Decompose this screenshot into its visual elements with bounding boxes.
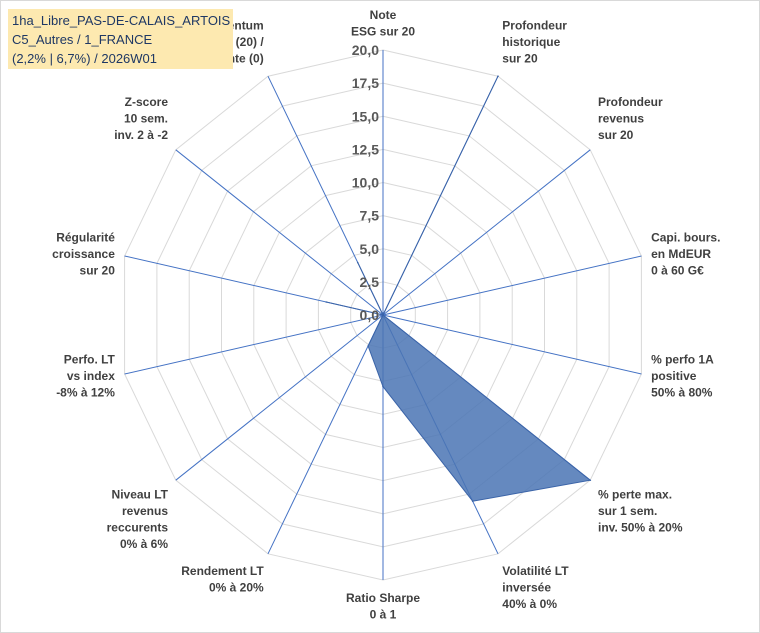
category-label-line: inv. 2 à -2: [114, 128, 168, 142]
spoke-line: [175, 149, 384, 316]
category-label-line: 0% à 6%: [120, 537, 168, 551]
tick-label: 10,0: [352, 175, 379, 191]
category-label-line: sur 20: [80, 263, 116, 277]
spoke-line: [382, 255, 642, 316]
tick-label: 5,0: [360, 241, 380, 257]
category-label: % perte max. sur 1 sem. inv. 50% à 20%: [598, 488, 683, 535]
category-label: Régularité croissance sur 20: [52, 230, 115, 277]
series-area: [326, 75, 592, 502]
tick-label: 20,0: [352, 42, 379, 58]
title-line-3: (2,2% | 6,7%) / 2026W01: [12, 51, 158, 66]
tick-label: 17,5: [352, 75, 379, 91]
category-label-line: positive: [651, 369, 697, 383]
category-label: Perfo. LT vs index -8% à 12%: [56, 353, 115, 400]
category-label-line: sur 20: [598, 128, 634, 142]
category-label-line: Niveau LT: [112, 488, 169, 502]
category-label-line: inversée: [502, 580, 551, 594]
category-label-line: sur 20: [502, 52, 538, 66]
data-point: [589, 479, 591, 482]
category-label-line: revenus: [598, 112, 644, 126]
data-point: [497, 75, 499, 77]
category-label-line: Z-score: [125, 95, 169, 109]
category-label-line: Capi. bours.: [651, 230, 720, 244]
tick-label: 12,5: [352, 141, 379, 157]
category-label-line: 0 à 1: [370, 608, 397, 622]
category-label-line: historique: [502, 35, 560, 49]
tick-label: 7,5: [360, 208, 380, 224]
category-label: Niveau LT revenus reccurents 0% à 6%: [107, 488, 169, 552]
category-label-line: Rendement LT: [181, 564, 264, 578]
category-label-line: Perfo. LT: [64, 353, 116, 367]
category-label-line: Profondeur: [502, 19, 567, 33]
data-point: [382, 314, 384, 316]
category-label: Ratio Sharpe 0 à 1: [346, 591, 420, 622]
category-label: Profondeur revenus sur 20: [598, 95, 663, 142]
title-line-1: 1ha_Libre_PAS-DE-CALAIS_ARTOIS: [12, 13, 231, 28]
category-label-line: Ratio Sharpe: [346, 591, 420, 605]
tick-label: 2,5: [360, 274, 380, 290]
category-label-line: Régularité: [56, 230, 115, 244]
category-label-line: -8% à 12%: [56, 386, 115, 400]
data-point: [325, 301, 328, 303]
category-label-line: 10 sem.: [124, 112, 168, 126]
category-label-line: Volatilité LT: [502, 564, 569, 578]
category-label-line: % perfo 1A: [651, 353, 714, 367]
category-label-line: en MdEUR: [651, 247, 711, 261]
radar-series: [325, 75, 592, 503]
category-label-line: croissance: [52, 247, 115, 261]
category-label-line: ESG sur 20: [351, 25, 415, 39]
category-label-line: 40% à 0%: [502, 597, 557, 611]
data-point: [382, 385, 384, 388]
spoke-line: [124, 314, 384, 375]
title-line-2: C5_Autres / 1_FRANCE: [12, 32, 153, 47]
category-label: % perfo 1A positive 50% à 80%: [651, 353, 714, 400]
category-label: Z-score 10 sem. inv. 2 à -2: [114, 95, 168, 142]
spoke-line: [382, 149, 591, 316]
category-label-line: vs index: [67, 369, 115, 383]
spoke-line: [267, 314, 384, 555]
data-point: [356, 261, 359, 264]
spoke-line: [175, 314, 384, 481]
chart-title-box: 1ha_Libre_PAS-DE-CALAIS_ARTOIS C5_Autres…: [8, 9, 233, 69]
category-label-line: Profondeur: [598, 95, 663, 109]
data-point: [367, 345, 369, 347]
data-point: [471, 500, 474, 503]
category-label-line: 0 à 60 G€: [651, 263, 704, 277]
category-label-line: inv. 50% à 20%: [598, 521, 683, 535]
category-label: Note ESG sur 20: [351, 8, 415, 39]
category-label-line: 50% à 80%: [651, 386, 713, 400]
tick-label: 0,0: [360, 307, 380, 323]
category-label: Capi. bours. en MdEUR 0 à 60 G€: [651, 230, 720, 277]
category-label: Volatilité LT inversée 40% à 0%: [502, 564, 569, 611]
category-label-line: Note: [370, 8, 397, 22]
spoke-line: [382, 314, 642, 375]
category-label-line: reccurents: [107, 521, 169, 535]
tick-label: 15,0: [352, 108, 379, 124]
category-label: Rendement LT 0% à 20%: [181, 564, 264, 595]
radial-tick-labels: 0,0 2,5 5,0 7,5 10,0 12,5 15,0 17,5 20,0: [352, 42, 379, 323]
category-label: Profondeur historique sur 20: [502, 19, 567, 66]
category-label-line: 0% à 20%: [209, 580, 264, 594]
category-label-line: sur 1 sem.: [598, 504, 657, 518]
category-labels: Note ESG sur 20 Profondeur historique sur 20…: [52, 8, 720, 622]
category-label-line: % perte max.: [598, 488, 672, 502]
category-label-line: revenus: [122, 504, 168, 518]
